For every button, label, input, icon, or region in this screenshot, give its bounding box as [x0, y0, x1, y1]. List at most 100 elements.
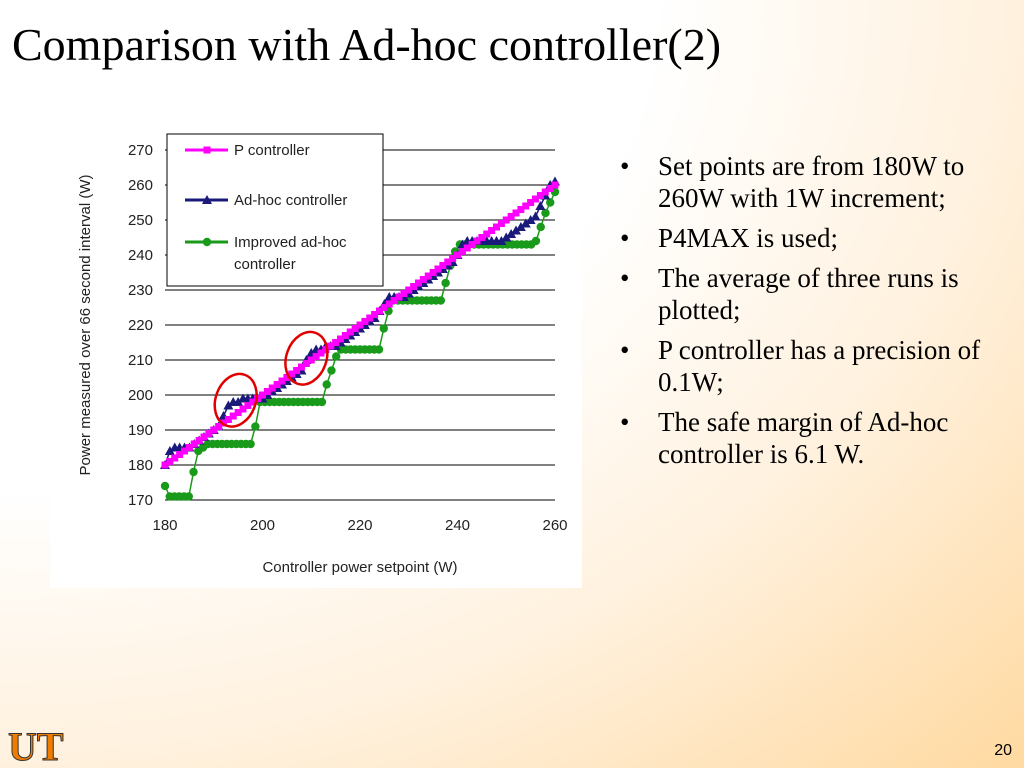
bullet-item: • P4MAX is used;: [618, 222, 998, 254]
data-point: [223, 400, 234, 410]
data-point: [234, 409, 242, 416]
data-point: [205, 430, 213, 437]
data-point: [532, 195, 539, 203]
data-point: [215, 423, 223, 430]
data-point: [515, 222, 526, 231]
data-point: [493, 223, 500, 231]
data-point: [496, 236, 507, 245]
data-point: [506, 229, 517, 238]
data-point: [390, 297, 398, 304]
y-tick-label: 250: [128, 212, 153, 229]
data-point: [251, 422, 260, 431]
bullet-item: • The average of three runs is plotted;: [618, 262, 998, 326]
data-point: [429, 269, 437, 276]
bullet-glyph: •: [620, 151, 630, 181]
data-point: [525, 215, 536, 224]
data-point: [478, 234, 486, 241]
chart-panel: 170 180 190 200 210 220 230 240 250 260 270 180 200 2…: [50, 120, 582, 588]
data-point: [551, 181, 559, 189]
data-point: [488, 227, 496, 234]
bullet-glyph: •: [620, 263, 630, 293]
data-point: [520, 218, 531, 228]
data-point: [497, 220, 505, 227]
data-point: [449, 255, 457, 262]
y-tick-label: 180: [128, 457, 153, 474]
y-tick-label: 240: [128, 247, 153, 264]
data-point: [210, 426, 218, 434]
data-point: [244, 402, 252, 409]
data-point: [259, 391, 266, 399]
data-point: [166, 458, 174, 465]
x-tick-label: 200: [250, 517, 275, 534]
data-point: [536, 192, 544, 199]
data-point: [441, 278, 450, 288]
data-point: [483, 230, 491, 238]
bullet-text: P4MAX is used;: [658, 223, 839, 253]
data-point: [527, 199, 535, 206]
data-point: [332, 339, 340, 346]
data-point: [224, 416, 232, 423]
data-point: [189, 467, 198, 477]
x-tick-label: 260: [542, 517, 567, 534]
bullet-text: P controller has a precision of 0.1W;: [658, 335, 981, 397]
data-point: [164, 446, 175, 455]
y-tick-label: 200: [128, 387, 153, 404]
data-point: [517, 206, 525, 213]
data-point: [507, 213, 515, 220]
data-point: [374, 345, 384, 354]
bullet-item: • The safe margin of Ad-hoc controller is…: [618, 406, 998, 470]
legend-label-line: Improved ad-hoc: [234, 234, 347, 251]
page-number: 20: [994, 742, 1012, 759]
data-point: [512, 209, 520, 217]
ut-logo: UT: [8, 726, 65, 766]
data-point: [337, 335, 344, 343]
data-point: [233, 397, 244, 406]
data-point: [361, 318, 369, 325]
axes: 170 180 190 200 210 220 230 240 250 260 270 180 200 2…: [77, 142, 568, 576]
y-tick-label: 220: [128, 317, 153, 334]
y-tick-label: 170: [128, 492, 153, 509]
legend-label-line: controller: [234, 256, 296, 273]
data-point: [541, 188, 549, 196]
data-point: [322, 380, 331, 389]
legend-label: Improved ad-hoc controller: [234, 234, 347, 273]
y-axis-label: Power measured over 66 second interval (…: [77, 175, 94, 476]
data-point: [454, 251, 461, 259]
annotations: [213, 330, 329, 428]
data-point: [263, 388, 271, 395]
bullet-item: • Set points are from 180W to 260W with 1…: [618, 150, 998, 214]
data-point: [419, 276, 427, 283]
data-point: [468, 241, 476, 248]
data-point: [203, 146, 211, 154]
data-point: [385, 300, 393, 308]
x-tick-label: 180: [152, 517, 177, 534]
data-point: [273, 381, 281, 388]
data-point: [434, 265, 442, 273]
data-point: [200, 433, 208, 441]
data-point: [246, 439, 255, 449]
data-point: [298, 363, 305, 371]
bullet-glyph: •: [620, 407, 630, 437]
data-point: [293, 367, 301, 374]
data-point: [405, 286, 413, 294]
data-point: [202, 195, 212, 204]
y-tick-label: 230: [128, 282, 153, 299]
data-point: [371, 311, 379, 318]
data-point: [312, 353, 320, 360]
data-point: [160, 481, 170, 491]
x-tick-label: 220: [347, 517, 372, 534]
data-point: [473, 237, 481, 245]
data-point: [546, 198, 555, 207]
data-point: [376, 307, 383, 315]
data-point: [346, 328, 354, 336]
data-point: [463, 244, 471, 252]
annotation-ellipse: [284, 330, 329, 386]
data-point: [185, 444, 193, 451]
data-point: [356, 321, 364, 329]
annotation-ellipse: [213, 372, 258, 428]
bullet-text: The average of three runs is plotted;: [658, 263, 959, 325]
data-point: [327, 366, 336, 375]
data-point: [181, 447, 188, 455]
data-point: [424, 272, 432, 280]
data-point: [317, 397, 327, 407]
